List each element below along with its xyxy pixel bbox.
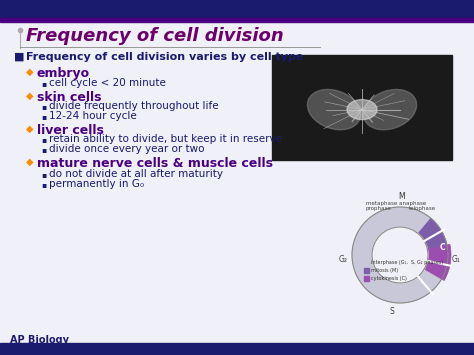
Text: cytokinesis (C): cytokinesis (C) bbox=[371, 276, 407, 281]
Text: ◆: ◆ bbox=[26, 157, 34, 167]
Wedge shape bbox=[352, 207, 442, 303]
Ellipse shape bbox=[347, 100, 377, 120]
Text: G₂: G₂ bbox=[339, 256, 348, 264]
Bar bbox=[272, 55, 452, 160]
Text: prophase: prophase bbox=[365, 206, 391, 211]
Text: telophase: telophase bbox=[409, 206, 436, 211]
Text: skin cells: skin cells bbox=[37, 91, 101, 104]
Text: S: S bbox=[390, 307, 394, 316]
Text: retain ability to divide, but keep it in reserve: retain ability to divide, but keep it in… bbox=[49, 134, 282, 144]
Text: ◆: ◆ bbox=[26, 91, 34, 101]
Text: ▪: ▪ bbox=[41, 135, 46, 144]
Text: ◆: ◆ bbox=[26, 67, 34, 77]
Text: C: C bbox=[439, 243, 445, 252]
Text: G₁: G₁ bbox=[452, 256, 461, 264]
Ellipse shape bbox=[307, 89, 361, 130]
Text: permanently in G₀: permanently in G₀ bbox=[49, 179, 144, 189]
Ellipse shape bbox=[364, 89, 417, 130]
Text: ▪: ▪ bbox=[41, 112, 46, 121]
Text: interphase (G₁,  S, G₂ phases): interphase (G₁, S, G₂ phases) bbox=[371, 260, 443, 265]
Text: ◆: ◆ bbox=[26, 124, 34, 134]
Text: do not divide at all after maturity: do not divide at all after maturity bbox=[49, 169, 223, 179]
Text: liver cells: liver cells bbox=[37, 124, 104, 137]
Text: metaphase anaphase: metaphase anaphase bbox=[366, 201, 426, 206]
Text: Frequency of cell division varies by cell type: Frequency of cell division varies by cel… bbox=[26, 52, 303, 62]
Text: AP Biology: AP Biology bbox=[10, 335, 69, 345]
Bar bbox=[0, 343, 474, 355]
Text: Frequency of cell division: Frequency of cell division bbox=[26, 27, 284, 45]
Circle shape bbox=[372, 227, 428, 283]
Text: ▪: ▪ bbox=[41, 145, 46, 154]
Text: 12-24 hour cycle: 12-24 hour cycle bbox=[49, 111, 137, 121]
Bar bbox=[364, 268, 369, 273]
Bar bbox=[364, 276, 369, 281]
Bar bbox=[0, 0, 474, 18]
Wedge shape bbox=[418, 218, 447, 249]
Text: divide once every year or two: divide once every year or two bbox=[49, 144, 204, 154]
Bar bbox=[364, 260, 369, 265]
Text: cell cycle < 20 minute: cell cycle < 20 minute bbox=[49, 78, 166, 88]
Wedge shape bbox=[421, 244, 451, 280]
Text: ▪: ▪ bbox=[41, 102, 46, 111]
Text: mitosis (M): mitosis (M) bbox=[371, 268, 398, 273]
Text: ▪: ▪ bbox=[41, 79, 46, 88]
Text: ■: ■ bbox=[14, 52, 25, 62]
Text: embryo: embryo bbox=[37, 67, 90, 80]
Bar bbox=[0, 18, 474, 22]
Text: mature nerve cells & muscle cells: mature nerve cells & muscle cells bbox=[37, 157, 273, 170]
Text: ▪: ▪ bbox=[41, 180, 46, 189]
Text: ▪: ▪ bbox=[41, 170, 46, 179]
Text: divide frequently throughout life: divide frequently throughout life bbox=[49, 101, 219, 111]
Text: M: M bbox=[399, 192, 405, 201]
